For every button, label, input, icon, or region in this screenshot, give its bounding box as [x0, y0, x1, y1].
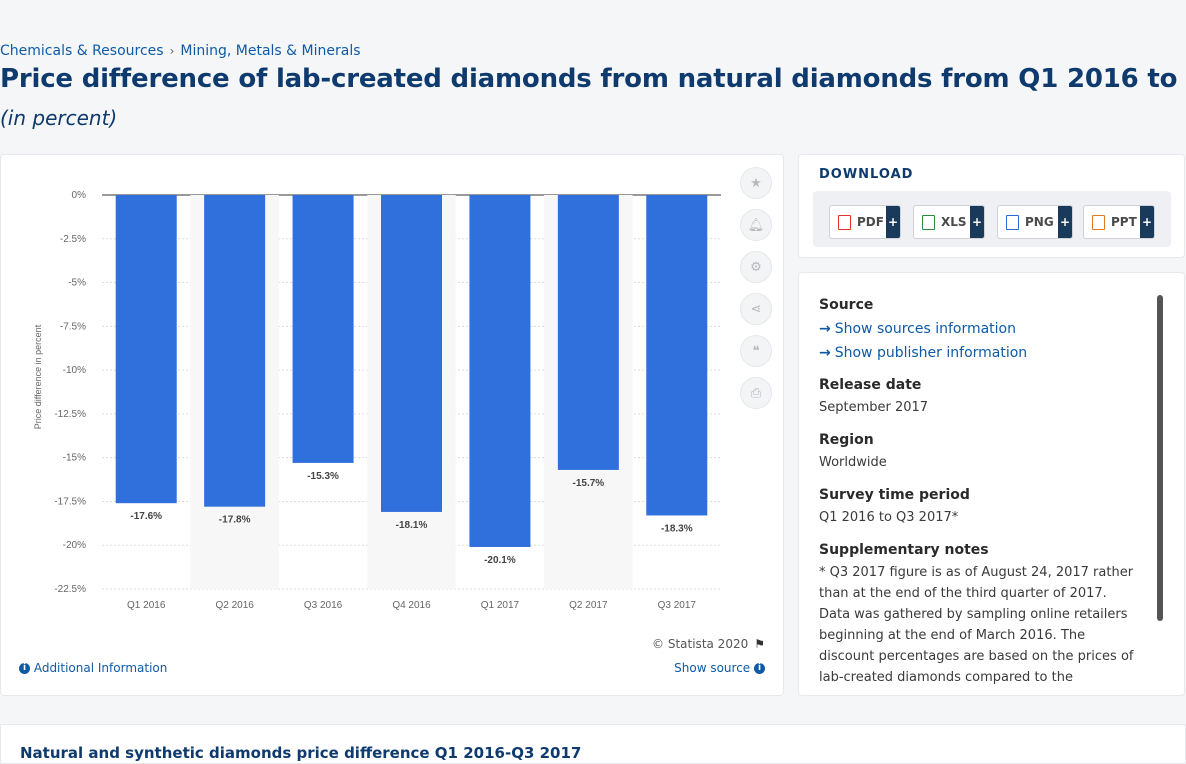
- download-pdf-button[interactable]: PDF +: [829, 205, 901, 239]
- plus-icon: +: [970, 206, 984, 238]
- y-tick-label: -20%: [63, 540, 86, 551]
- region-heading: Region: [819, 432, 874, 448]
- show-source-link[interactable]: Show source i: [674, 661, 765, 675]
- flag-icon[interactable]: ⚑: [754, 637, 765, 651]
- download-png-label: PNG: [1025, 215, 1054, 229]
- breadcrumb-chemicals-resources[interactable]: Chemicals & Resources: [0, 43, 164, 59]
- download-png-button[interactable]: PNG +: [997, 205, 1073, 239]
- chart-tools: ★ 🔔︎ ⚙ ⋖ ❝ ⎙: [740, 167, 772, 419]
- print-icon[interactable]: ⎙: [740, 377, 772, 409]
- download-buttons: PDF + XLS + PNG + PPT +: [813, 191, 1171, 247]
- metadata-card: Source → Show sources information → Show p…: [798, 272, 1185, 696]
- y-tick-label: -7.5%: [60, 321, 86, 332]
- bar: [381, 195, 442, 512]
- png-file-icon: [1006, 214, 1019, 230]
- copyright: © Statista 2020 ⚑: [652, 637, 765, 651]
- y-tick-label: -15%: [63, 453, 86, 464]
- bar: [204, 195, 266, 507]
- x-tick-label: Q1 2017: [481, 600, 520, 611]
- survey-period-value: Q1 2016 to Q3 2017*: [819, 510, 959, 525]
- data-label: -18.1%: [396, 520, 428, 531]
- y-tick-label: -2.5%: [60, 234, 86, 245]
- additional-information-label: Additional Information: [33, 661, 168, 675]
- y-tick-label: -10%: [63, 365, 86, 376]
- download-pdf-label: PDF: [857, 215, 884, 229]
- related-title[interactable]: Natural and synthetic diamonds price dif…: [20, 744, 582, 762]
- supplementary-notes-heading: Supplementary notes: [819, 542, 989, 558]
- additional-information-link[interactable]: i Additional Information: [19, 661, 167, 675]
- copyright-text: © Statista 2020: [652, 637, 749, 651]
- y-tick-label: -22.5%: [54, 584, 86, 595]
- share-icon[interactable]: ⋖: [740, 293, 772, 325]
- supplementary-notes-value: * Q3 2017 figure is as of August 24, 201…: [819, 565, 1134, 685]
- bar: [646, 195, 708, 516]
- info-icon: i: [754, 663, 765, 674]
- ppt-file-icon: [1092, 214, 1105, 230]
- breadcrumb-mining-metals-minerals[interactable]: Mining, Metals & Minerals: [180, 43, 361, 59]
- data-label: -15.3%: [307, 471, 339, 482]
- gear-icon[interactable]: ⚙: [740, 251, 772, 283]
- data-label: -15.7%: [573, 478, 605, 489]
- chart-card: -17.6% -17.8% -15.3% -18.1% -20.1% -15.7% -18.…: [0, 154, 784, 696]
- release-date-value: September 2017: [819, 400, 929, 415]
- download-xls-label: XLS: [941, 215, 967, 229]
- download-xls-button[interactable]: XLS +: [913, 205, 985, 239]
- plus-icon: +: [1140, 206, 1154, 238]
- plus-icon: +: [1058, 206, 1072, 238]
- page-subtitle: (in percent): [0, 106, 118, 130]
- release-date-heading: Release date: [819, 377, 922, 393]
- x-tick-label: Q1 2016: [127, 600, 166, 611]
- x-tick-label: Q4 2016: [392, 600, 431, 611]
- bar: [115, 195, 177, 504]
- survey-period-heading: Survey time period: [819, 487, 970, 503]
- y-tick-label: -5%: [68, 278, 86, 289]
- xls-file-icon: [922, 214, 935, 230]
- download-title: DOWNLOAD: [819, 167, 914, 182]
- arrow-right-icon: →: [819, 321, 831, 337]
- x-tick-label: Q3 2016: [304, 600, 343, 611]
- region-value: Worldwide: [819, 455, 887, 470]
- bar: [292, 195, 354, 463]
- data-label: -18.3%: [661, 523, 693, 534]
- bar-chart: -17.6% -17.8% -15.3% -18.1% -20.1% -15.7% -18.…: [33, 190, 721, 611]
- download-ppt-button[interactable]: PPT +: [1083, 205, 1155, 239]
- source-heading: Source: [819, 297, 874, 313]
- breadcrumb: Chemicals & Resources › Mining, Metals &…: [0, 43, 361, 59]
- metadata-scrollbar[interactable]: [1157, 295, 1163, 621]
- related-card: [0, 724, 1186, 764]
- y-tick-label: -17.5%: [54, 496, 86, 507]
- show-publisher-link[interactable]: → Show publisher information: [819, 341, 1137, 365]
- page-title: Price difference of lab-created diamonds…: [0, 64, 1186, 94]
- y-axis-label: Price difference in percent: [33, 324, 43, 429]
- pdf-file-icon: [838, 214, 851, 230]
- arrow-right-icon: →: [819, 345, 831, 361]
- info-icon: i: [19, 663, 30, 674]
- star-icon[interactable]: ★: [740, 167, 772, 199]
- show-sources-label: Show sources information: [834, 321, 1016, 337]
- bell-icon[interactable]: 🔔︎: [740, 209, 772, 241]
- x-tick-label: Q2 2016: [215, 600, 254, 611]
- bar: [469, 195, 531, 547]
- x-tick-label: Q3 2017: [658, 600, 697, 611]
- show-publisher-label: Show publisher information: [834, 345, 1028, 361]
- bar: [557, 195, 619, 470]
- quote-icon[interactable]: ❝: [740, 335, 772, 367]
- plus-icon: +: [886, 206, 900, 238]
- download-ppt-label: PPT: [1111, 215, 1137, 229]
- download-card: DOWNLOAD PDF + XLS + PNG + PPT +: [798, 154, 1185, 258]
- data-label: -20.1%: [484, 555, 516, 566]
- data-label: -17.8%: [219, 515, 251, 526]
- show-source-label: Show source: [674, 661, 751, 675]
- x-tick-label: Q2 2017: [569, 600, 608, 611]
- breadcrumb-separator: ›: [169, 44, 175, 58]
- y-tick-label: -12.5%: [54, 409, 86, 420]
- show-sources-link[interactable]: → Show sources information: [819, 317, 1137, 341]
- y-tick-label: 0%: [72, 190, 87, 201]
- data-label: -17.6%: [130, 511, 162, 522]
